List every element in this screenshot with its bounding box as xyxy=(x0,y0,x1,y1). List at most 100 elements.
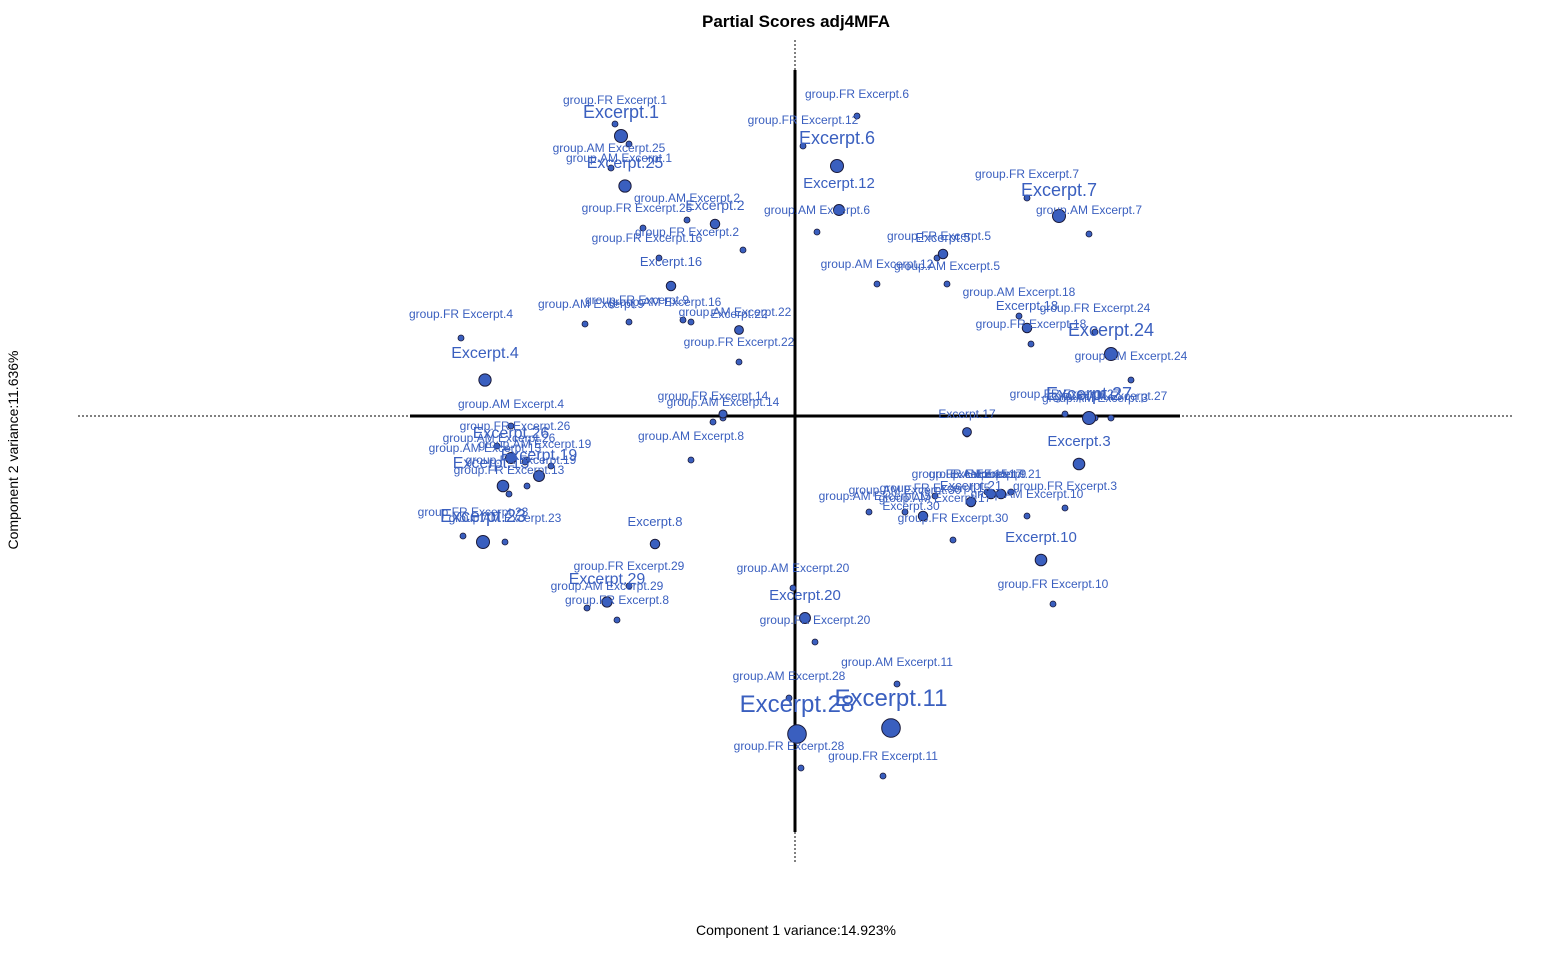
partial-label: group.FR Excerpt.19 xyxy=(466,453,577,467)
partial-label: group.AM Excerpt.1 xyxy=(566,151,672,165)
partial-point xyxy=(901,508,909,516)
partial-point xyxy=(1023,512,1031,520)
partial-label: group.AM Excerpt.18 xyxy=(963,285,1076,299)
partial-point xyxy=(581,320,589,328)
main-label: Excerpt.10 xyxy=(1005,529,1077,546)
partial-label: group.AM Excerpt.5 xyxy=(894,259,1000,273)
main-label: Excerpt.15 xyxy=(950,467,1008,481)
main-label: Excerpt.4 xyxy=(451,345,519,362)
main-point xyxy=(830,159,844,173)
partial-point xyxy=(739,246,747,254)
partial-label: group.AM Excerpt.21 xyxy=(929,467,1042,481)
partial-label: group.AM Excerpt.10 xyxy=(971,487,1084,501)
partial-label: group.AM Excerpt.7 xyxy=(1036,203,1142,217)
partial-label: group.AM Excerpt.29 xyxy=(551,579,664,593)
partial-point xyxy=(873,280,881,288)
main-label: Excerpt.1 xyxy=(583,102,659,122)
partial-label: group.AM Excerpt.23 xyxy=(449,511,562,525)
partial-point xyxy=(1091,328,1099,336)
partial-point xyxy=(655,254,663,262)
partial-point xyxy=(735,358,743,366)
partial-label: group.AM Excerpt.22 xyxy=(679,305,792,319)
main-label: Excerpt.9 xyxy=(976,467,1027,481)
main-point xyxy=(496,479,510,493)
partial-label: group.AM Excerpt.20 xyxy=(737,561,850,575)
partial-label: group.FR Excerpt.4 xyxy=(409,307,513,321)
partial-point xyxy=(853,112,861,120)
main-point xyxy=(709,218,721,230)
partial-label: group.FR Excerpt.22 xyxy=(684,335,795,349)
main-point xyxy=(881,718,901,738)
chart-title: Partial Scores adj4MFA xyxy=(702,12,890,31)
partial-point xyxy=(1085,230,1093,238)
partial-label: group.AM Excerpt.28 xyxy=(733,669,846,683)
partial-label: group.FR Excerpt.8 xyxy=(565,593,669,607)
main-label: Excerpt.24 xyxy=(1068,320,1154,340)
partial-point xyxy=(1015,312,1023,320)
main-point xyxy=(965,496,977,508)
main-label: Excerpt.8 xyxy=(628,514,683,529)
partial-label: group.FR Excerpt.11 xyxy=(828,749,938,763)
main-label: Excerpt.29 xyxy=(569,571,646,588)
partial-point xyxy=(943,280,951,288)
partial-point xyxy=(679,316,687,324)
main-point xyxy=(665,280,677,292)
partial-point xyxy=(813,228,821,236)
partial-label: group.AM Excerpt.6 xyxy=(764,203,870,217)
partial-point xyxy=(879,772,887,780)
partial-point xyxy=(683,216,691,224)
main-label: Excerpt.16 xyxy=(640,254,702,269)
partial-label: group.FR Excerpt.16 xyxy=(592,231,703,245)
main-label: Excerpt.23 xyxy=(440,506,526,526)
main-point xyxy=(962,427,972,437)
main-point xyxy=(1052,209,1066,223)
main-point xyxy=(618,179,632,193)
partial-point xyxy=(547,462,555,470)
partial-point xyxy=(459,532,467,540)
partial-point xyxy=(507,422,515,430)
main-point xyxy=(1082,411,1096,425)
partial-label: group.FR Excerpt.15 xyxy=(880,481,991,495)
main-label: Excerpt.20 xyxy=(769,587,841,604)
partial-label: group.AM Excerpt.14 xyxy=(667,395,780,409)
partial-point xyxy=(1061,410,1069,418)
main-label: Excerpt.30 xyxy=(882,499,940,513)
partial-point xyxy=(687,456,695,464)
partial-label: group.FR Excerpt.28 xyxy=(734,739,845,753)
partial-label: group.AM Excerpt.30 xyxy=(849,483,962,497)
partial-point xyxy=(1007,488,1015,496)
main-label: Excerpt.26 xyxy=(473,425,550,442)
main-point xyxy=(505,452,517,464)
main-point xyxy=(734,325,744,335)
partial-label: group.AM Excerpt.12 xyxy=(821,257,934,271)
main-labels-layer: Excerpt.1 Excerpt.25 Excerpt.2 Excerpt.16 Ex… xyxy=(440,102,1154,718)
partial-point xyxy=(625,140,633,148)
partial-label: group.FR Excerpt.24 xyxy=(1040,301,1151,315)
partial-point xyxy=(1049,600,1057,608)
partial-label: group.FR Excerpt.20 xyxy=(760,613,871,627)
partial-point xyxy=(607,164,615,172)
partial-point xyxy=(799,142,807,150)
partial-point xyxy=(493,442,501,450)
partial-point xyxy=(625,582,633,590)
partial-label: group.AM Excerpt.19 xyxy=(479,437,592,451)
main-label: Excerpt.3 xyxy=(1047,433,1110,450)
partial-point xyxy=(457,334,465,342)
main-point xyxy=(601,596,613,608)
main-label: Excerpt.6 xyxy=(799,128,875,148)
main-point xyxy=(476,535,490,549)
partial-point xyxy=(797,764,805,772)
partial-label: group.FR Excerpt.9 xyxy=(585,293,689,307)
main-point xyxy=(833,204,845,216)
partial-label: group.AM Excerpt.17 xyxy=(879,491,992,505)
partial-label: group.AM Excerpt.13 xyxy=(429,441,542,455)
main-label: Excerpt.19 xyxy=(501,447,578,464)
partial-point xyxy=(625,318,633,326)
partial-point xyxy=(583,604,591,612)
partial-label: group.FR Excerpt.2 xyxy=(635,225,739,239)
main-label: Excerpt.11 xyxy=(835,685,948,712)
partial-label: group.AM Excerpt.3 xyxy=(1042,391,1148,405)
partial-point xyxy=(865,508,873,516)
